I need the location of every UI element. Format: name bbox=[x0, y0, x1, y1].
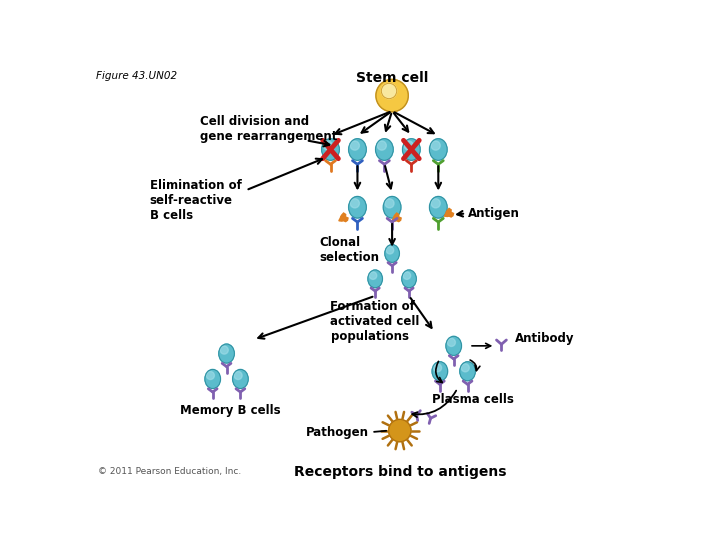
Ellipse shape bbox=[348, 139, 366, 160]
Text: Antigen: Antigen bbox=[467, 207, 519, 220]
Ellipse shape bbox=[402, 270, 416, 288]
Polygon shape bbox=[392, 213, 401, 221]
Text: Formation of
activated cell
populations: Formation of activated cell populations bbox=[330, 300, 420, 343]
Ellipse shape bbox=[220, 346, 228, 354]
Ellipse shape bbox=[433, 364, 441, 372]
Text: Plasma cells: Plasma cells bbox=[432, 393, 514, 406]
Ellipse shape bbox=[431, 199, 440, 208]
Ellipse shape bbox=[350, 141, 359, 150]
Text: Receptors bind to antigens: Receptors bind to antigens bbox=[294, 465, 506, 479]
Ellipse shape bbox=[460, 362, 475, 381]
Ellipse shape bbox=[369, 272, 377, 279]
Ellipse shape bbox=[403, 272, 410, 279]
Ellipse shape bbox=[376, 79, 408, 112]
Text: © 2011 Pearson Education, Inc.: © 2011 Pearson Education, Inc. bbox=[98, 467, 241, 476]
Ellipse shape bbox=[432, 362, 448, 381]
Polygon shape bbox=[444, 208, 454, 217]
Text: Cell division and
gene rearrangement: Cell division and gene rearrangement bbox=[199, 115, 337, 143]
Ellipse shape bbox=[462, 364, 469, 372]
Ellipse shape bbox=[323, 141, 333, 150]
Text: Stem cell: Stem cell bbox=[356, 71, 428, 85]
Ellipse shape bbox=[348, 197, 366, 218]
Ellipse shape bbox=[350, 199, 359, 208]
Ellipse shape bbox=[368, 270, 382, 288]
Ellipse shape bbox=[447, 339, 456, 347]
Ellipse shape bbox=[233, 369, 248, 388]
Polygon shape bbox=[339, 213, 348, 221]
Text: Memory B cells: Memory B cells bbox=[180, 403, 281, 416]
Ellipse shape bbox=[446, 336, 462, 355]
Ellipse shape bbox=[219, 344, 234, 363]
Ellipse shape bbox=[389, 420, 411, 442]
Ellipse shape bbox=[385, 199, 394, 208]
Ellipse shape bbox=[431, 141, 440, 150]
Ellipse shape bbox=[384, 245, 400, 262]
Ellipse shape bbox=[383, 197, 401, 218]
Text: Figure 43.UN02: Figure 43.UN02 bbox=[96, 71, 178, 81]
Ellipse shape bbox=[429, 139, 447, 160]
Ellipse shape bbox=[207, 372, 215, 380]
Ellipse shape bbox=[322, 139, 339, 160]
Ellipse shape bbox=[382, 83, 397, 99]
Ellipse shape bbox=[386, 246, 394, 254]
Ellipse shape bbox=[376, 139, 393, 160]
Text: Pathogen: Pathogen bbox=[306, 426, 369, 438]
Ellipse shape bbox=[402, 139, 420, 160]
Ellipse shape bbox=[429, 197, 447, 218]
Text: Clonal
selection: Clonal selection bbox=[319, 236, 379, 264]
Text: Antibody: Antibody bbox=[516, 332, 575, 345]
Ellipse shape bbox=[205, 369, 220, 388]
Ellipse shape bbox=[377, 141, 387, 150]
Ellipse shape bbox=[234, 372, 242, 380]
Ellipse shape bbox=[389, 420, 411, 442]
Ellipse shape bbox=[404, 141, 413, 150]
Text: Elimination of
self-reactive
B cells: Elimination of self-reactive B cells bbox=[150, 179, 241, 222]
